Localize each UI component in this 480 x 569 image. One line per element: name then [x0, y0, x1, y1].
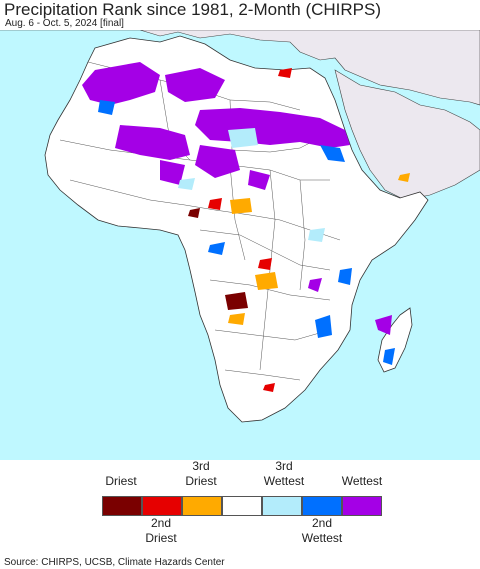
- legend-label-2nd-wettest: 2nd Wettest: [301, 516, 343, 545]
- arabian-peninsula: [334, 69, 480, 201]
- map-title: Precipitation Rank since 1981, 2-Month (…: [4, 0, 381, 19]
- driest-rank-patches: [188, 208, 248, 310]
- legend-swatch-driest: [102, 496, 142, 516]
- europe-mideast-landmass: [0, 30, 480, 106]
- legend-swatch-2nd-wettest: [302, 496, 342, 516]
- precipitation-rank-map: [0, 30, 480, 460]
- legend-label-2nd-driest: 2nd Driest: [145, 516, 177, 545]
- third-wettest-rank-patches: [178, 128, 325, 242]
- legend-swatch-2nd-driest: [142, 496, 182, 516]
- legend-label-3rd-wettest: 3rd Wettest: [263, 459, 305, 488]
- second-wettest-rank-patches: [98, 100, 395, 365]
- legend-swatch-normal: [222, 496, 262, 516]
- legend-swatch-3rd-driest: [182, 496, 222, 516]
- second-driest-rank-patches: [208, 68, 292, 392]
- third-driest-rank-patches: [228, 173, 410, 325]
- wettest-rank-patches: [82, 62, 392, 335]
- legend-label-driest: Driest: [105, 474, 137, 488]
- legend-swatch-3rd-wettest: [262, 496, 302, 516]
- legend-label-3rd-driest: 3rd Driest: [185, 459, 217, 488]
- legend-swatch-wettest: [342, 496, 382, 516]
- legend-label-wettest: Wettest: [341, 474, 383, 488]
- map-subtitle: Aug. 6 - Oct. 5, 2024 [final]: [5, 18, 124, 29]
- source-credit: Source: CHIRPS, UCSB, Climate Hazards Ce…: [4, 557, 225, 568]
